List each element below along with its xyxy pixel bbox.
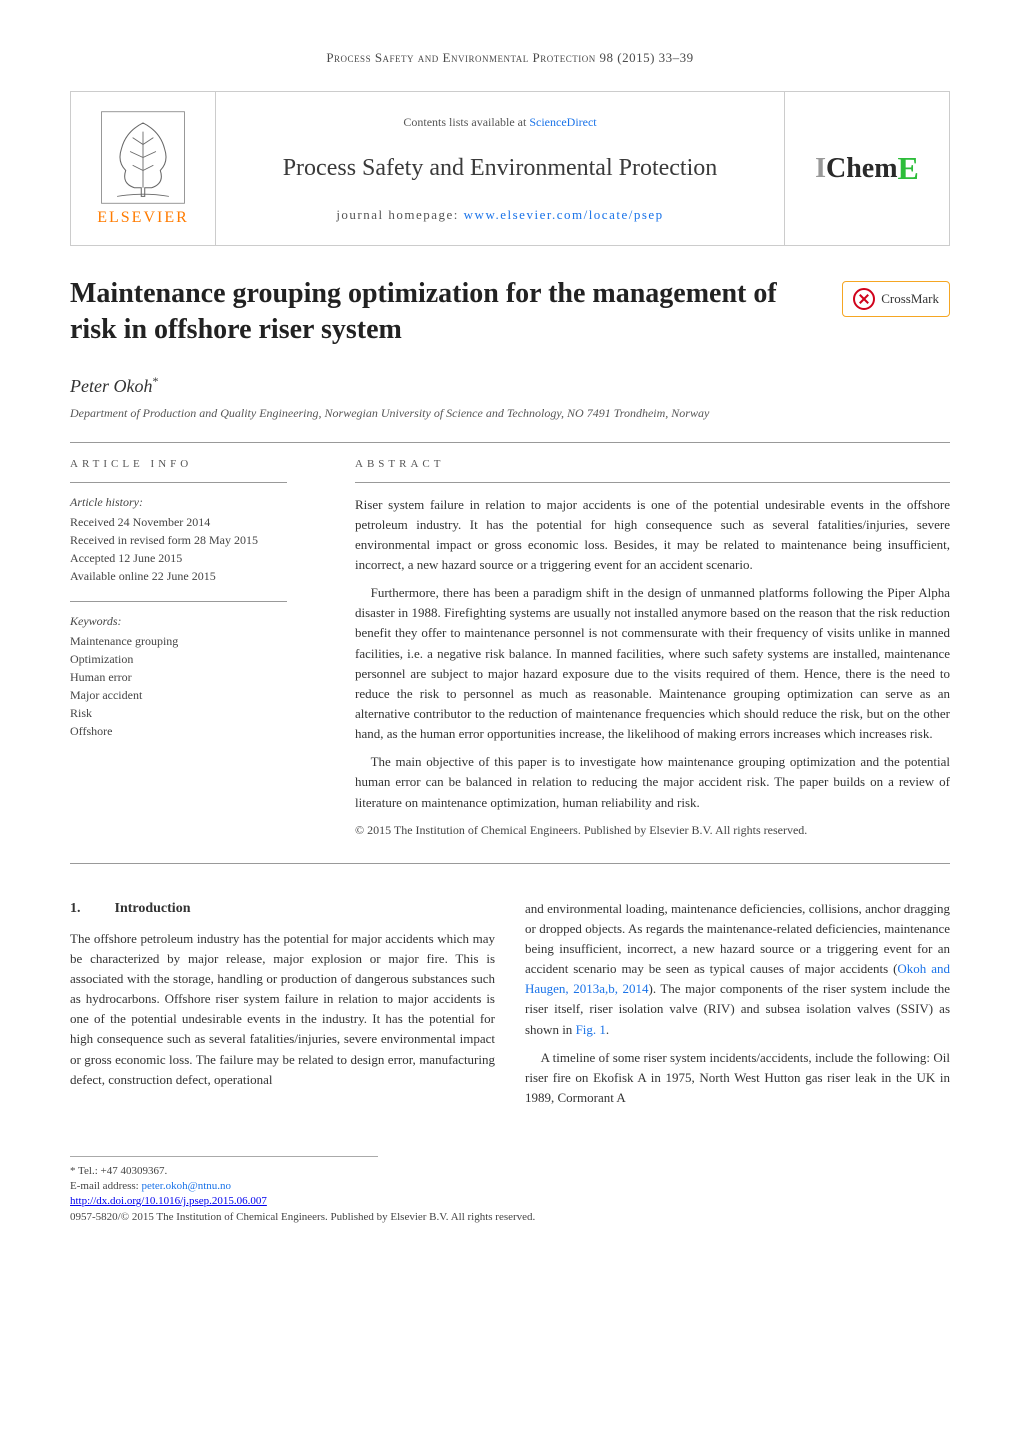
abstract-column: ABSTRACT Riser system failure in relatio… xyxy=(355,458,950,838)
contents-prefix: Contents lists available at xyxy=(403,115,529,129)
footer-doi-line: http://dx.doi.org/10.1016/j.psep.2015.06… xyxy=(70,1195,950,1207)
elsevier-logo-text: ELSEVIER xyxy=(97,209,189,227)
abstract-paragraph: The main objective of this paper is to i… xyxy=(355,752,950,812)
homepage-link[interactable]: www.elsevier.com/locate/psep xyxy=(464,207,664,222)
abstract-paragraph: Riser system failure in relation to majo… xyxy=(355,495,950,576)
elsevier-logo: ELSEVIER xyxy=(71,92,216,245)
doi-link[interactable]: http://dx.doi.org/10.1016/j.psep.2015.06… xyxy=(70,1195,267,1207)
body-right-column: and environmental loading, maintenance d… xyxy=(525,899,950,1116)
journal-homepage: journal homepage: www.elsevier.com/locat… xyxy=(336,207,663,223)
affiliation: Department of Production and Quality Eng… xyxy=(70,405,950,422)
keyword: Risk xyxy=(70,704,325,722)
divider xyxy=(70,442,950,443)
crossmark-badge[interactable]: CrossMark xyxy=(842,281,950,317)
journal-header-box: ELSEVIER Contents lists available at Sci… xyxy=(70,91,950,246)
body-paragraph: A timeline of some riser system incident… xyxy=(525,1048,950,1108)
section-heading-row: 1. Introduction xyxy=(70,899,495,917)
title-row: Maintenance grouping optimization for th… xyxy=(70,276,950,349)
footer-copyright: 0957-5820/© 2015 The Institution of Chem… xyxy=(70,1211,950,1223)
footer-email-line: E-mail address: peter.okoh@ntnu.no xyxy=(70,1180,378,1192)
homepage-prefix: journal homepage: xyxy=(336,207,463,222)
keywords-block: Keywords: Maintenance grouping Optimizat… xyxy=(70,614,325,740)
divider xyxy=(70,601,287,602)
figure-link[interactable]: Fig. 1 xyxy=(576,1022,606,1037)
body-paragraph: and environmental loading, maintenance d… xyxy=(525,899,950,1040)
body-text: and environmental loading, maintenance d… xyxy=(525,899,950,1108)
body-text: The offshore petroleum industry has the … xyxy=(70,929,495,1090)
divider xyxy=(355,482,950,483)
info-abstract-row: ARTICLE INFO Article history: Received 2… xyxy=(70,458,950,838)
history-label: Article history: xyxy=(70,495,325,510)
keyword: Major accident xyxy=(70,686,325,704)
history-block: Article history: Received 24 November 20… xyxy=(70,495,325,585)
icheme-logo-i: I xyxy=(815,153,826,185)
email-link[interactable]: peter.okoh@ntnu.no xyxy=(141,1180,231,1192)
keyword: Offshore xyxy=(70,722,325,740)
journal-name: Process Safety and Environmental Protect… xyxy=(283,155,718,182)
article-info-column: ARTICLE INFO Article history: Received 2… xyxy=(70,458,325,838)
article-title: Maintenance grouping optimization for th… xyxy=(70,276,822,349)
author-superscript: * xyxy=(152,374,158,388)
history-line: Received 24 November 2014 xyxy=(70,513,325,531)
email-prefix: E-mail address: xyxy=(70,1180,141,1192)
body-text-span: . xyxy=(606,1022,609,1037)
divider xyxy=(70,863,950,864)
article-info-heading: ARTICLE INFO xyxy=(70,458,325,470)
footer-tel: * Tel.: +47 40309367. xyxy=(70,1165,378,1177)
crossmark-icon xyxy=(853,288,875,310)
abstract-copyright: © 2015 The Institution of Chemical Engin… xyxy=(355,823,950,838)
history-line: Received in revised form 28 May 2015 xyxy=(70,531,325,549)
abstract-body: Riser system failure in relation to majo… xyxy=(355,495,950,813)
header-center: Contents lists available at ScienceDirec… xyxy=(216,92,784,245)
body-text-span: and environmental loading, maintenance d… xyxy=(525,901,950,976)
keyword: Optimization xyxy=(70,650,325,668)
body-paragraph: The offshore petroleum industry has the … xyxy=(70,929,495,1090)
section-number: 1. xyxy=(70,901,81,916)
author-line: Peter Okoh* xyxy=(70,374,950,397)
running-header: Process Safety and Environmental Protect… xyxy=(70,50,950,66)
keyword: Human error xyxy=(70,668,325,686)
divider xyxy=(70,482,287,483)
footer: * Tel.: +47 40309367. E-mail address: pe… xyxy=(70,1156,378,1192)
elsevier-tree-icon xyxy=(98,110,188,205)
keywords-label: Keywords: xyxy=(70,614,325,629)
history-line: Accepted 12 June 2015 xyxy=(70,549,325,567)
icheme-logo-e: E xyxy=(898,150,919,187)
crossmark-label: CrossMark xyxy=(881,291,939,307)
icheme-logo-chem: Chem xyxy=(826,153,898,185)
history-line: Available online 22 June 2015 xyxy=(70,567,325,585)
section-title: Introduction xyxy=(115,901,191,916)
abstract-heading: ABSTRACT xyxy=(355,458,950,470)
sciencedirect-link[interactable]: ScienceDirect xyxy=(529,115,596,129)
contents-available-line: Contents lists available at ScienceDirec… xyxy=(403,115,596,130)
body-two-column: 1. Introduction The offshore petroleum i… xyxy=(70,899,950,1116)
body-left-column: 1. Introduction The offshore petroleum i… xyxy=(70,899,495,1116)
icheme-logo: IChemE xyxy=(784,92,949,245)
author-name: Peter Okoh xyxy=(70,376,152,396)
keyword: Maintenance grouping xyxy=(70,632,325,650)
abstract-paragraph: Furthermore, there has been a paradigm s… xyxy=(355,583,950,744)
